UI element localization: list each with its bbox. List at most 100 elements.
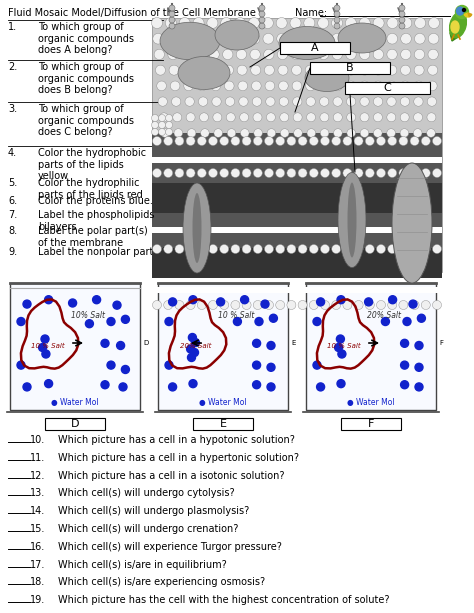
Circle shape <box>173 113 182 122</box>
Circle shape <box>265 81 274 91</box>
Circle shape <box>388 137 397 145</box>
Text: Which picture has a cell in a isotonic solution?: Which picture has a cell in a isotonic s… <box>58 471 284 481</box>
Circle shape <box>45 295 53 303</box>
Circle shape <box>389 295 397 303</box>
Circle shape <box>347 129 356 137</box>
Circle shape <box>164 137 173 145</box>
Circle shape <box>360 113 369 122</box>
Circle shape <box>209 137 218 145</box>
Text: Which cell(s) will experience Turgor pressure?: Which cell(s) will experience Turgor pre… <box>58 542 282 552</box>
Circle shape <box>399 169 408 178</box>
Circle shape <box>304 18 315 28</box>
Text: 6.: 6. <box>8 196 17 206</box>
Text: Color the hydrophobic
parts of the lipids
yellow: Color the hydrophobic parts of the lipid… <box>38 148 146 181</box>
Text: 10 % Salt: 10 % Salt <box>31 343 65 349</box>
Circle shape <box>359 33 370 44</box>
Circle shape <box>201 129 209 137</box>
Circle shape <box>421 245 430 254</box>
Circle shape <box>276 245 285 254</box>
Circle shape <box>281 129 289 137</box>
Circle shape <box>333 113 342 122</box>
Bar <box>345 82 430 94</box>
Circle shape <box>242 169 251 178</box>
Circle shape <box>293 113 302 122</box>
Circle shape <box>410 300 419 310</box>
Circle shape <box>253 113 262 122</box>
Circle shape <box>188 354 195 362</box>
Circle shape <box>158 129 165 135</box>
Circle shape <box>307 113 316 122</box>
Circle shape <box>186 169 195 178</box>
Circle shape <box>158 121 165 129</box>
Circle shape <box>240 129 249 137</box>
Text: ● Water Mol: ● Water Mol <box>51 398 99 407</box>
Circle shape <box>388 245 397 254</box>
Circle shape <box>310 169 319 178</box>
Text: Fluid Mosaic Model/Diffusion of the Cell Membrane: Fluid Mosaic Model/Diffusion of the Cell… <box>8 8 256 18</box>
Circle shape <box>213 113 222 122</box>
Circle shape <box>359 49 370 59</box>
Text: 10 % Salt: 10 % Salt <box>218 311 254 320</box>
Circle shape <box>264 300 273 310</box>
Circle shape <box>373 65 383 75</box>
Circle shape <box>217 298 225 306</box>
Text: F: F <box>439 340 443 346</box>
Circle shape <box>279 97 289 106</box>
Circle shape <box>197 169 206 178</box>
Circle shape <box>428 65 438 75</box>
Circle shape <box>242 300 251 310</box>
Circle shape <box>236 33 246 44</box>
Circle shape <box>267 341 275 349</box>
Circle shape <box>264 169 273 178</box>
Circle shape <box>168 49 178 59</box>
Circle shape <box>211 81 220 91</box>
Ellipse shape <box>449 12 466 38</box>
Circle shape <box>360 129 369 137</box>
Circle shape <box>337 379 345 387</box>
Circle shape <box>169 298 177 306</box>
Circle shape <box>337 335 345 343</box>
Circle shape <box>174 129 182 137</box>
Circle shape <box>280 113 289 122</box>
Bar <box>152 157 442 163</box>
Circle shape <box>164 245 173 254</box>
Circle shape <box>298 245 307 254</box>
Circle shape <box>191 349 199 357</box>
Circle shape <box>209 245 218 254</box>
Circle shape <box>432 137 441 145</box>
Circle shape <box>401 49 411 59</box>
Circle shape <box>182 65 192 75</box>
Circle shape <box>334 23 340 29</box>
Circle shape <box>264 137 273 145</box>
Circle shape <box>320 137 329 145</box>
Circle shape <box>320 169 329 178</box>
Circle shape <box>387 113 396 122</box>
Circle shape <box>427 129 435 137</box>
Circle shape <box>332 245 341 254</box>
Circle shape <box>237 65 247 75</box>
Circle shape <box>310 137 319 145</box>
Ellipse shape <box>456 7 464 15</box>
Circle shape <box>319 49 329 59</box>
Circle shape <box>287 300 296 310</box>
Circle shape <box>276 169 285 178</box>
Circle shape <box>399 300 408 310</box>
Circle shape <box>313 361 321 369</box>
Circle shape <box>38 343 46 351</box>
Circle shape <box>401 361 409 369</box>
Circle shape <box>267 364 275 371</box>
Circle shape <box>365 300 374 310</box>
Text: E: E <box>219 419 227 429</box>
Text: To which group of
organic compounds
does B belong?: To which group of organic compounds does… <box>38 62 134 95</box>
Circle shape <box>401 65 410 75</box>
Circle shape <box>152 121 158 129</box>
Circle shape <box>318 33 329 44</box>
Text: To which group of
organic compounds
does C belong?: To which group of organic compounds does… <box>38 104 134 137</box>
Bar <box>152 227 442 233</box>
Circle shape <box>186 113 195 122</box>
Circle shape <box>292 97 302 106</box>
Circle shape <box>209 169 218 178</box>
Text: 10.: 10. <box>30 435 45 445</box>
Text: Color the proteins blue.: Color the proteins blue. <box>38 196 153 206</box>
Bar <box>152 18 442 272</box>
